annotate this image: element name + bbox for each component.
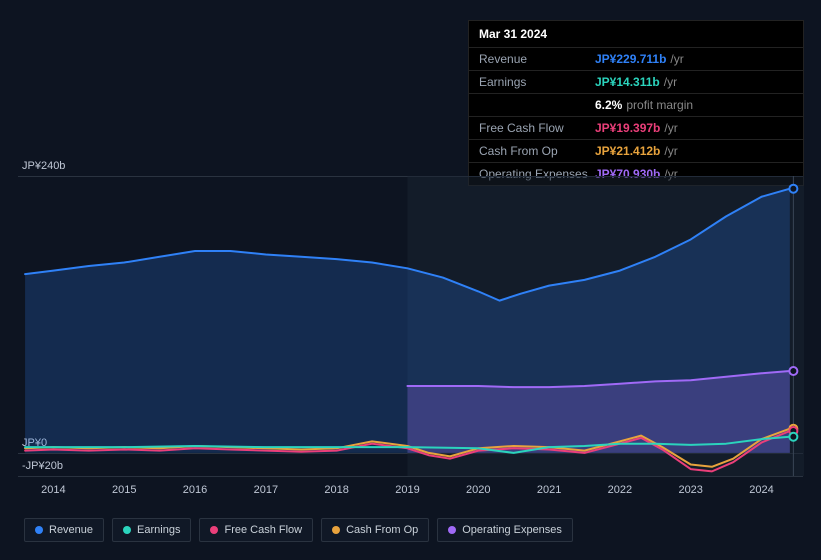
legend: Revenue Earnings Free Cash Flow Cash From O… (24, 518, 573, 542)
legend-label: Revenue (49, 524, 93, 536)
summary-tooltip: Mar 31 2024 RevenueJP¥229.711b/yrEarning… (468, 20, 804, 186)
summary-row: RevenueJP¥229.711b/yr (469, 47, 803, 70)
legend-dot-icon (448, 526, 456, 534)
financial-chart (18, 176, 804, 476)
legend-dot-icon (123, 526, 131, 534)
x-axis-label: 2022 (608, 484, 632, 496)
legend-label: Cash From Op (346, 524, 418, 536)
legend-label: Earnings (137, 524, 180, 536)
metric-value: JP¥14.311b (595, 75, 660, 89)
series-end-dot (789, 433, 797, 441)
legend-label: Free Cash Flow (224, 524, 302, 536)
metric-suffix: /yr (670, 52, 683, 66)
legend-dot-icon (210, 526, 218, 534)
metric-label: Free Cash Flow (479, 121, 595, 135)
legend-dot-icon (35, 526, 43, 534)
metric-suffix: profit margin (626, 98, 693, 112)
summary-row: Free Cash FlowJP¥19.397b/yr (469, 116, 803, 139)
x-axis-label: 2023 (678, 484, 702, 496)
metric-value: JP¥21.412b (595, 144, 660, 158)
summary-row: Cash From OpJP¥21.412b/yr (469, 139, 803, 162)
x-axis-label: 2015 (112, 484, 136, 496)
x-axis-label: 2017 (254, 484, 278, 496)
x-axis-label: 2019 (395, 484, 419, 496)
y-axis-label: JP¥240b (22, 160, 65, 172)
metric-label: Cash From Op (479, 144, 595, 158)
metric-suffix: /yr (664, 75, 677, 89)
x-axis-label: 2020 (466, 484, 490, 496)
legend-item[interactable]: Earnings (112, 518, 191, 542)
summary-date: Mar 31 2024 (469, 21, 803, 47)
x-axis-label: 2021 (537, 484, 561, 496)
legend-item[interactable]: Operating Expenses (437, 518, 573, 542)
x-axis-label: 2016 (183, 484, 207, 496)
x-axis-label: 2014 (41, 484, 65, 496)
legend-item[interactable]: Revenue (24, 518, 104, 542)
x-axis-label: 2024 (749, 484, 773, 496)
metric-value: 6.2% (595, 98, 622, 112)
metric-value: JP¥229.711b (595, 52, 666, 66)
legend-item[interactable]: Cash From Op (321, 518, 429, 542)
legend-label: Operating Expenses (462, 524, 562, 536)
metric-label: Revenue (479, 52, 595, 66)
metric-label: Earnings (479, 75, 595, 89)
metric-suffix: /yr (664, 144, 677, 158)
y-gridline (18, 476, 803, 477)
metric-suffix: /yr (664, 121, 677, 135)
series-end-dot (789, 367, 797, 375)
summary-row: EarningsJP¥14.311b/yr (469, 70, 803, 93)
metric-value: JP¥19.397b (595, 121, 660, 135)
series-end-dot (789, 185, 797, 193)
legend-dot-icon (332, 526, 340, 534)
summary-row: 6.2% profit margin (469, 93, 803, 116)
legend-item[interactable]: Free Cash Flow (199, 518, 313, 542)
x-axis-label: 2018 (324, 484, 348, 496)
